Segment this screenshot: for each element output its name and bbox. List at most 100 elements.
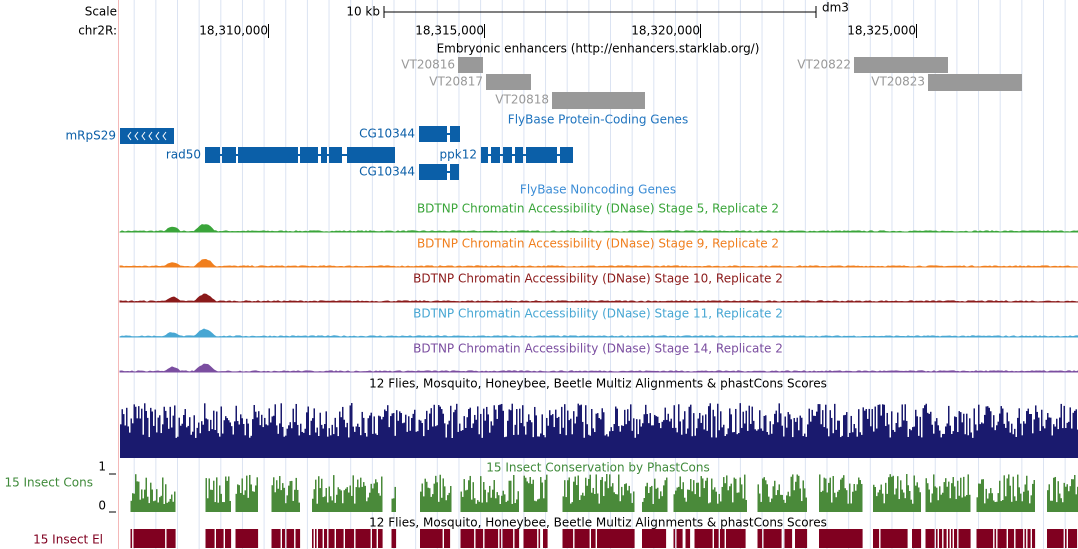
conservation-bar <box>318 436 320 458</box>
conservation-bar <box>688 406 690 458</box>
conservation-bar <box>741 427 743 458</box>
conservation-bar <box>142 434 144 458</box>
phastcons-bar <box>222 502 224 512</box>
element-bar <box>288 529 290 548</box>
conservation-bar <box>703 429 705 458</box>
conservation-bar <box>762 430 764 458</box>
conservation-bar <box>886 412 888 458</box>
conservation-bar <box>619 431 621 458</box>
element-bar <box>523 529 526 548</box>
conservation-bar <box>732 432 734 458</box>
conservation-bar <box>201 421 203 458</box>
phastcons-bar <box>874 487 876 512</box>
phastcons-bar <box>1023 491 1025 512</box>
conservation-bar <box>552 414 554 458</box>
element-bar <box>237 529 239 548</box>
element-bar <box>274 529 277 548</box>
element-bar <box>990 529 992 548</box>
element-bar <box>849 529 851 548</box>
phastcons-bar <box>219 485 221 512</box>
conservation-bar <box>306 412 308 458</box>
conservation-bar <box>1018 408 1020 458</box>
conservation-bar <box>328 428 330 458</box>
conservation-bar <box>270 422 272 458</box>
conservation-bar <box>882 404 884 458</box>
phastcons-bar <box>1018 487 1020 512</box>
element-bar <box>159 529 161 548</box>
conservation-bar <box>544 437 546 458</box>
conservation-bar <box>585 405 587 458</box>
element-bar <box>486 529 488 548</box>
conservation-bar <box>633 418 635 458</box>
element-bar <box>1053 529 1055 548</box>
conservation-bar <box>691 436 693 458</box>
element-bar <box>960 529 962 548</box>
element-bar <box>585 529 587 548</box>
conservation-bar <box>675 427 677 458</box>
element-bar <box>562 529 565 548</box>
gene-label: CG10344 <box>359 127 415 141</box>
conservation-bar <box>339 411 341 458</box>
conservation-bar <box>343 419 345 458</box>
phastcons-bar <box>252 491 254 512</box>
phastcons-bar <box>493 480 495 512</box>
enhancer-label: VT20823 <box>871 75 925 89</box>
conservation-bar <box>492 425 494 458</box>
phastcons-bar <box>280 490 282 512</box>
phastcons-bar <box>1068 491 1070 512</box>
element-bar <box>205 529 208 548</box>
element-bar <box>367 529 370 548</box>
phastcons-bar <box>328 486 330 512</box>
element-bar <box>373 529 376 548</box>
conservation-bar <box>1048 417 1050 458</box>
phastcons-bar <box>646 482 648 512</box>
conservation-bar <box>648 423 650 458</box>
conservation-bar <box>439 406 441 458</box>
element-bar <box>709 529 712 548</box>
conservation-bar <box>586 424 588 458</box>
element-bar <box>256 529 259 548</box>
phastcons-bar <box>432 494 434 512</box>
element-bar <box>717 529 719 548</box>
element-bar <box>136 529 139 548</box>
element-bar <box>649 529 652 548</box>
element-bar <box>568 529 571 548</box>
conservation-bar <box>289 422 291 458</box>
phastcons-bar <box>205 478 207 512</box>
conservation-bar <box>237 421 239 458</box>
element-bar <box>292 529 295 548</box>
element-bar <box>987 529 989 548</box>
conservation-bar <box>510 410 512 458</box>
conservation-bar <box>436 425 438 458</box>
conservation-bar <box>340 417 342 458</box>
phastcons-bar <box>892 475 894 512</box>
conservation-bar <box>471 427 473 458</box>
conservation-bar <box>193 415 195 458</box>
phastcons-bar <box>835 497 837 512</box>
phastcons-bar <box>421 483 423 512</box>
element-bar <box>492 529 494 548</box>
phastcons-bar <box>424 478 426 512</box>
conservation-bar <box>435 426 437 458</box>
element-bar <box>1069 529 1072 548</box>
conservation-bar <box>673 405 675 458</box>
element-bar <box>154 529 157 548</box>
scale-label: Scale <box>85 5 117 19</box>
element-bar <box>160 529 163 548</box>
element-bar <box>772 529 775 548</box>
phastcons-bar <box>580 495 582 512</box>
conservation-bar <box>610 427 612 458</box>
element-bar <box>738 529 740 548</box>
element-bar <box>885 529 887 548</box>
conservation-bar <box>537 436 539 458</box>
phastcons-bar <box>463 479 465 512</box>
conservation-bar <box>684 411 686 458</box>
phastcons-bar <box>211 489 213 512</box>
element-bar <box>823 529 826 548</box>
phastcons-bar <box>138 481 140 512</box>
conservation-bar <box>165 410 167 458</box>
phastcons-bar <box>319 488 321 512</box>
conservation-bar <box>531 422 533 458</box>
conservation-bar <box>606 434 608 458</box>
conservation-bar <box>577 403 579 458</box>
